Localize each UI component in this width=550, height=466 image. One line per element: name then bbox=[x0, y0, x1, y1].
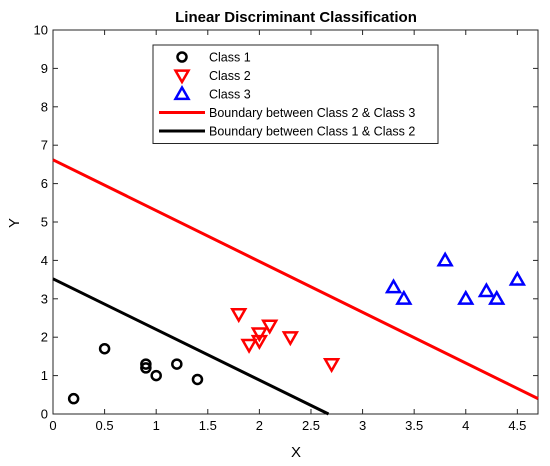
legend-label: Boundary between Class 2 & Class 3 bbox=[209, 106, 415, 120]
class-2-point bbox=[230, 308, 248, 324]
y-tick-label: 1 bbox=[41, 368, 48, 383]
y-tick-label: 8 bbox=[41, 99, 48, 114]
legend-marker-class-3 bbox=[173, 84, 191, 101]
class-3-point bbox=[477, 282, 496, 298]
x-tick-label: 2 bbox=[256, 418, 263, 433]
class-1-point bbox=[191, 373, 204, 386]
x-axis-label: X bbox=[291, 444, 301, 461]
class-3-point bbox=[436, 251, 454, 267]
class-2-point bbox=[322, 357, 341, 374]
x-tick-label: 4.5 bbox=[508, 418, 526, 433]
y-axis-label: Y bbox=[6, 218, 23, 228]
legend-marker-class-2 bbox=[173, 69, 191, 85]
boundary-line-1 bbox=[52, 158, 539, 400]
legend-marker-class-1 bbox=[176, 51, 188, 63]
class-3-point bbox=[395, 289, 413, 305]
class-1-point bbox=[67, 392, 80, 405]
class-1-point bbox=[150, 369, 162, 382]
chart-title: Linear Discriminant Classification bbox=[175, 9, 417, 26]
class-3-point bbox=[384, 278, 403, 294]
y-tick-label: 3 bbox=[41, 291, 48, 306]
y-tick-label: 0 bbox=[41, 407, 48, 422]
x-tick-label: 1.5 bbox=[199, 418, 217, 433]
y-tick-label: 9 bbox=[41, 61, 48, 76]
class-2-point bbox=[261, 319, 279, 335]
x-tick-label: 3 bbox=[359, 418, 366, 433]
y-tick-label: 6 bbox=[41, 176, 48, 191]
legend-box bbox=[152, 44, 439, 144]
class-2-point bbox=[250, 327, 269, 343]
legend-label: Class 1 bbox=[209, 51, 251, 65]
x-tick-label: 2.5 bbox=[302, 418, 320, 433]
class-3-point bbox=[488, 289, 506, 305]
x-tick-label: 4 bbox=[462, 418, 469, 433]
x-tick-label: 3.5 bbox=[405, 418, 423, 433]
y-tick-label: 10 bbox=[34, 23, 48, 38]
boundary-line-2 bbox=[52, 277, 330, 416]
class-1-point bbox=[140, 358, 152, 370]
class-3-point bbox=[457, 289, 475, 305]
class-2-point bbox=[281, 331, 299, 347]
y-tick-label: 2 bbox=[41, 330, 48, 345]
class-1-point bbox=[98, 342, 111, 355]
class-2-point bbox=[250, 334, 269, 351]
y-tick-label: 7 bbox=[41, 138, 48, 153]
class-2-point bbox=[240, 338, 258, 354]
y-tick-label: 5 bbox=[41, 215, 48, 230]
legend-label: Class 3 bbox=[209, 88, 251, 102]
class-1-point bbox=[171, 358, 183, 370]
legend-label: Boundary between Class 1 & Class 2 bbox=[209, 125, 415, 139]
x-tick-label: 0.5 bbox=[96, 418, 114, 433]
x-tick-label: 1 bbox=[153, 418, 160, 433]
x-tick-label: 0 bbox=[49, 418, 56, 433]
legend-label: Class 2 bbox=[209, 69, 251, 83]
y-tick-label: 4 bbox=[41, 253, 48, 268]
legend: Class 1 Class 2 Class 3 Boundary between Cl… bbox=[152, 44, 439, 144]
class-1-point bbox=[140, 362, 152, 374]
class-3-point bbox=[508, 270, 527, 286]
